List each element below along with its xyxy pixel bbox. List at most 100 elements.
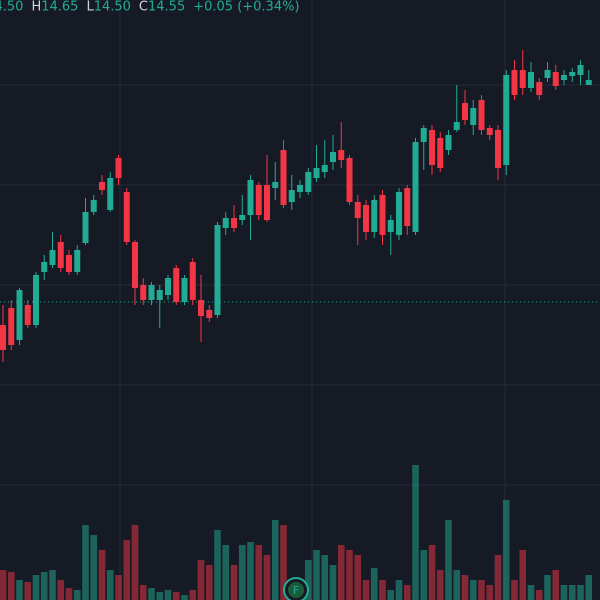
candles [0,50,592,362]
volume-bar [73,590,81,600]
volume-bar [40,572,48,600]
candle-body [115,158,122,178]
candle-body [429,130,435,165]
volume-bar [57,580,65,600]
candle-body [181,278,188,302]
candle-body [552,72,559,86]
volume-bar [428,545,436,600]
volume-bar [222,545,230,600]
candle-body [24,305,31,325]
volume-bar [478,580,485,600]
candle-body [272,182,279,188]
candle-body [148,285,155,300]
candle-body [239,215,246,220]
volume-bar [445,520,452,600]
candle-body [379,195,386,235]
candle-body [577,65,584,75]
legend-value: 14.65 [41,0,78,15]
candle-body [511,70,518,95]
candle-body [214,225,221,315]
volume-bar [502,500,510,600]
candle-body [231,218,237,228]
candle-body [354,202,361,218]
candle-body [585,80,592,85]
candle-body [189,262,196,300]
volume-bar [90,535,98,600]
volume-bar [453,570,461,600]
candle-body [165,278,171,295]
volume-bar [552,570,560,600]
volume-bar [280,525,287,600]
volume-bar [24,582,32,600]
candle-body [404,188,411,226]
volume-bar [494,555,502,600]
volume-bar [106,570,114,600]
volume-bar [49,570,56,600]
candle-body [280,150,287,205]
volume-bar [255,545,263,600]
volume-bar [469,580,477,600]
candle-body [222,218,229,228]
volume-bar [370,568,378,600]
volume-bar [329,565,337,600]
candle-body [173,268,180,302]
volume-bar [321,555,329,600]
volume-bar [313,550,320,600]
candle-body [82,212,89,243]
candle-body [313,168,320,178]
volume-bar [461,575,469,600]
volume-bar [271,520,279,600]
volume-bar [519,550,527,600]
volume-bar [156,592,164,600]
volume-bar [354,555,362,600]
volume-bar [172,592,180,600]
event-marker: F [283,577,309,600]
candle-body [206,310,213,318]
volume-bar [139,585,147,600]
candle-body [0,325,6,350]
candle-body [57,242,64,268]
volume-bar [189,590,197,600]
legend-key: H [31,0,41,15]
candle-body [338,150,345,160]
volume-bar [511,580,518,600]
candle-body [288,190,295,202]
volume-bar [585,575,593,600]
candle-body [462,103,468,120]
volume-bar [403,585,411,600]
candle-body [8,308,15,345]
volume-bar [123,540,131,600]
candle-body [544,70,551,78]
candle-body [371,200,378,232]
volume-bar [32,575,40,600]
candle-body [412,142,419,232]
candle-body [90,200,97,212]
volume-bar [395,580,403,600]
volume-bar [7,572,15,600]
volume-bar [148,588,155,600]
candle-body [247,180,254,215]
volume-bar [362,580,370,600]
volume-bar [181,595,188,600]
candle-body [330,152,336,162]
volume-bar [379,580,386,600]
volume-bar [247,542,254,600]
volume-bar [560,585,568,600]
candle-body [305,172,312,192]
candle-body [470,108,477,125]
legend-change: +0.05 (+0.34%) [193,0,299,15]
candle-body [453,122,460,130]
volume-bar [263,555,271,600]
candle-body [519,70,526,88]
candle-body [503,75,510,165]
candle-body [49,250,56,265]
volume-bar [304,560,312,600]
volume-bar [0,570,7,600]
event-label: F [293,584,299,597]
volume-bar [205,565,213,600]
volume-bar [544,575,551,600]
candle-body [321,165,328,172]
volume-bar [214,530,221,600]
